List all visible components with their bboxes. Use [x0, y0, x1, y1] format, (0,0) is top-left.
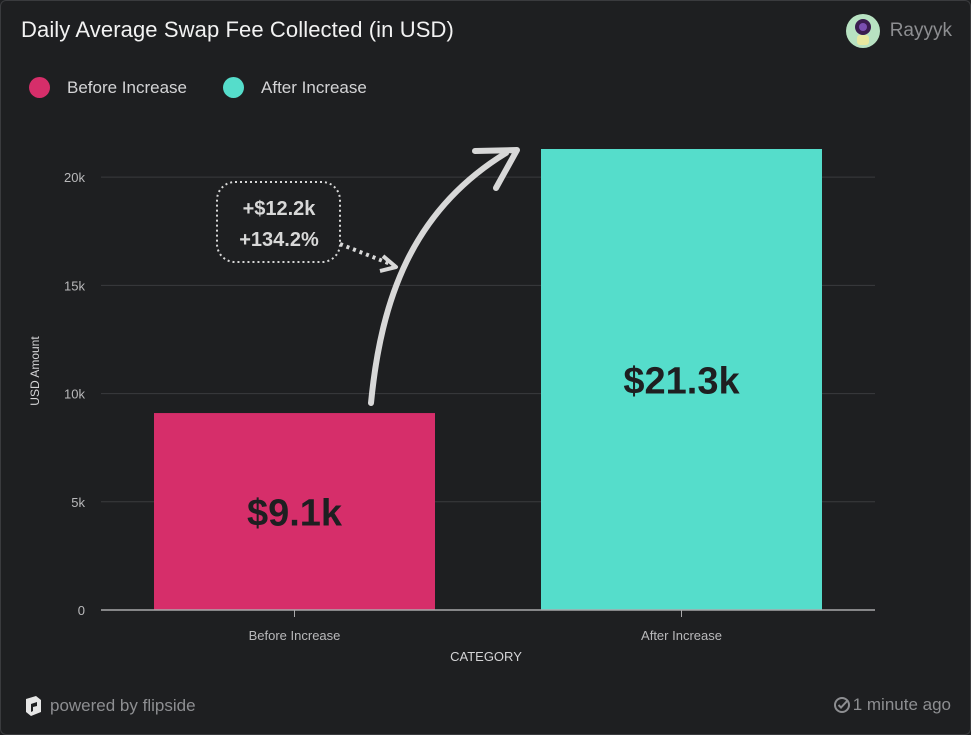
check-circle-icon	[833, 697, 850, 713]
annotation-delta: +$12.2k	[243, 198, 317, 220]
bar-before-increase[interactable]	[154, 413, 435, 610]
flipside-logo-icon	[26, 696, 41, 716]
legend-label-after: After Increase	[261, 77, 367, 97]
user-badge[interactable]: Rayyyk	[845, 14, 952, 48]
legend-swatch-after	[223, 77, 245, 98]
x-tick-label: Before Increase	[249, 628, 341, 643]
legend-item-after[interactable]: After Increase	[223, 77, 367, 98]
annotation-pointer-head-icon	[379, 254, 398, 273]
legend-label-before: Before Increase	[67, 77, 188, 97]
bar-value-label: $21.3k	[623, 361, 740, 403]
y-axis-label: USD Amount	[28, 336, 42, 406]
y-tick-label: 0	[78, 603, 85, 618]
x-axis-label: CATEGORY	[450, 649, 522, 664]
y-tick-labels: 0 5k 10k 15k 20k	[64, 170, 85, 618]
avatar[interactable]	[845, 14, 880, 48]
y-tick-label: 5k	[71, 495, 85, 510]
x-tick-labels: Before Increase After Increase	[249, 610, 722, 643]
bar-value-label: $9.1k	[247, 493, 343, 535]
x-tick-label: After Increase	[641, 628, 722, 643]
powered-by[interactable]: powered by flipside	[22, 695, 196, 717]
annotation-percent: +134.2%	[239, 229, 319, 251]
legend-item-before[interactable]: Before Increase	[29, 77, 187, 98]
last-updated-text: 1 minute ago	[852, 695, 951, 714]
legend: Before Increase After Increase	[29, 77, 403, 98]
increase-arrow-icon	[368, 150, 509, 406]
legend-swatch-before	[29, 77, 50, 98]
y-tick-label: 20k	[64, 170, 85, 185]
chart-title: Daily Average Swap Fee Collected (in USD…	[21, 17, 454, 42]
powered-by-text[interactable]: powered by flipside	[50, 696, 196, 715]
username[interactable]: Rayyyk	[889, 20, 952, 41]
bar-after-increase[interactable]	[541, 149, 822, 610]
increase-arrowhead-icon	[472, 147, 520, 191]
annotation-pointer-icon	[339, 242, 394, 267]
last-updated: 1 minute ago	[833, 695, 951, 715]
y-tick-label: 15k	[64, 278, 85, 293]
y-tick-label: 10k	[64, 387, 85, 402]
annotation-box	[216, 181, 341, 263]
bars: $9.1k $21.3k	[154, 149, 822, 610]
